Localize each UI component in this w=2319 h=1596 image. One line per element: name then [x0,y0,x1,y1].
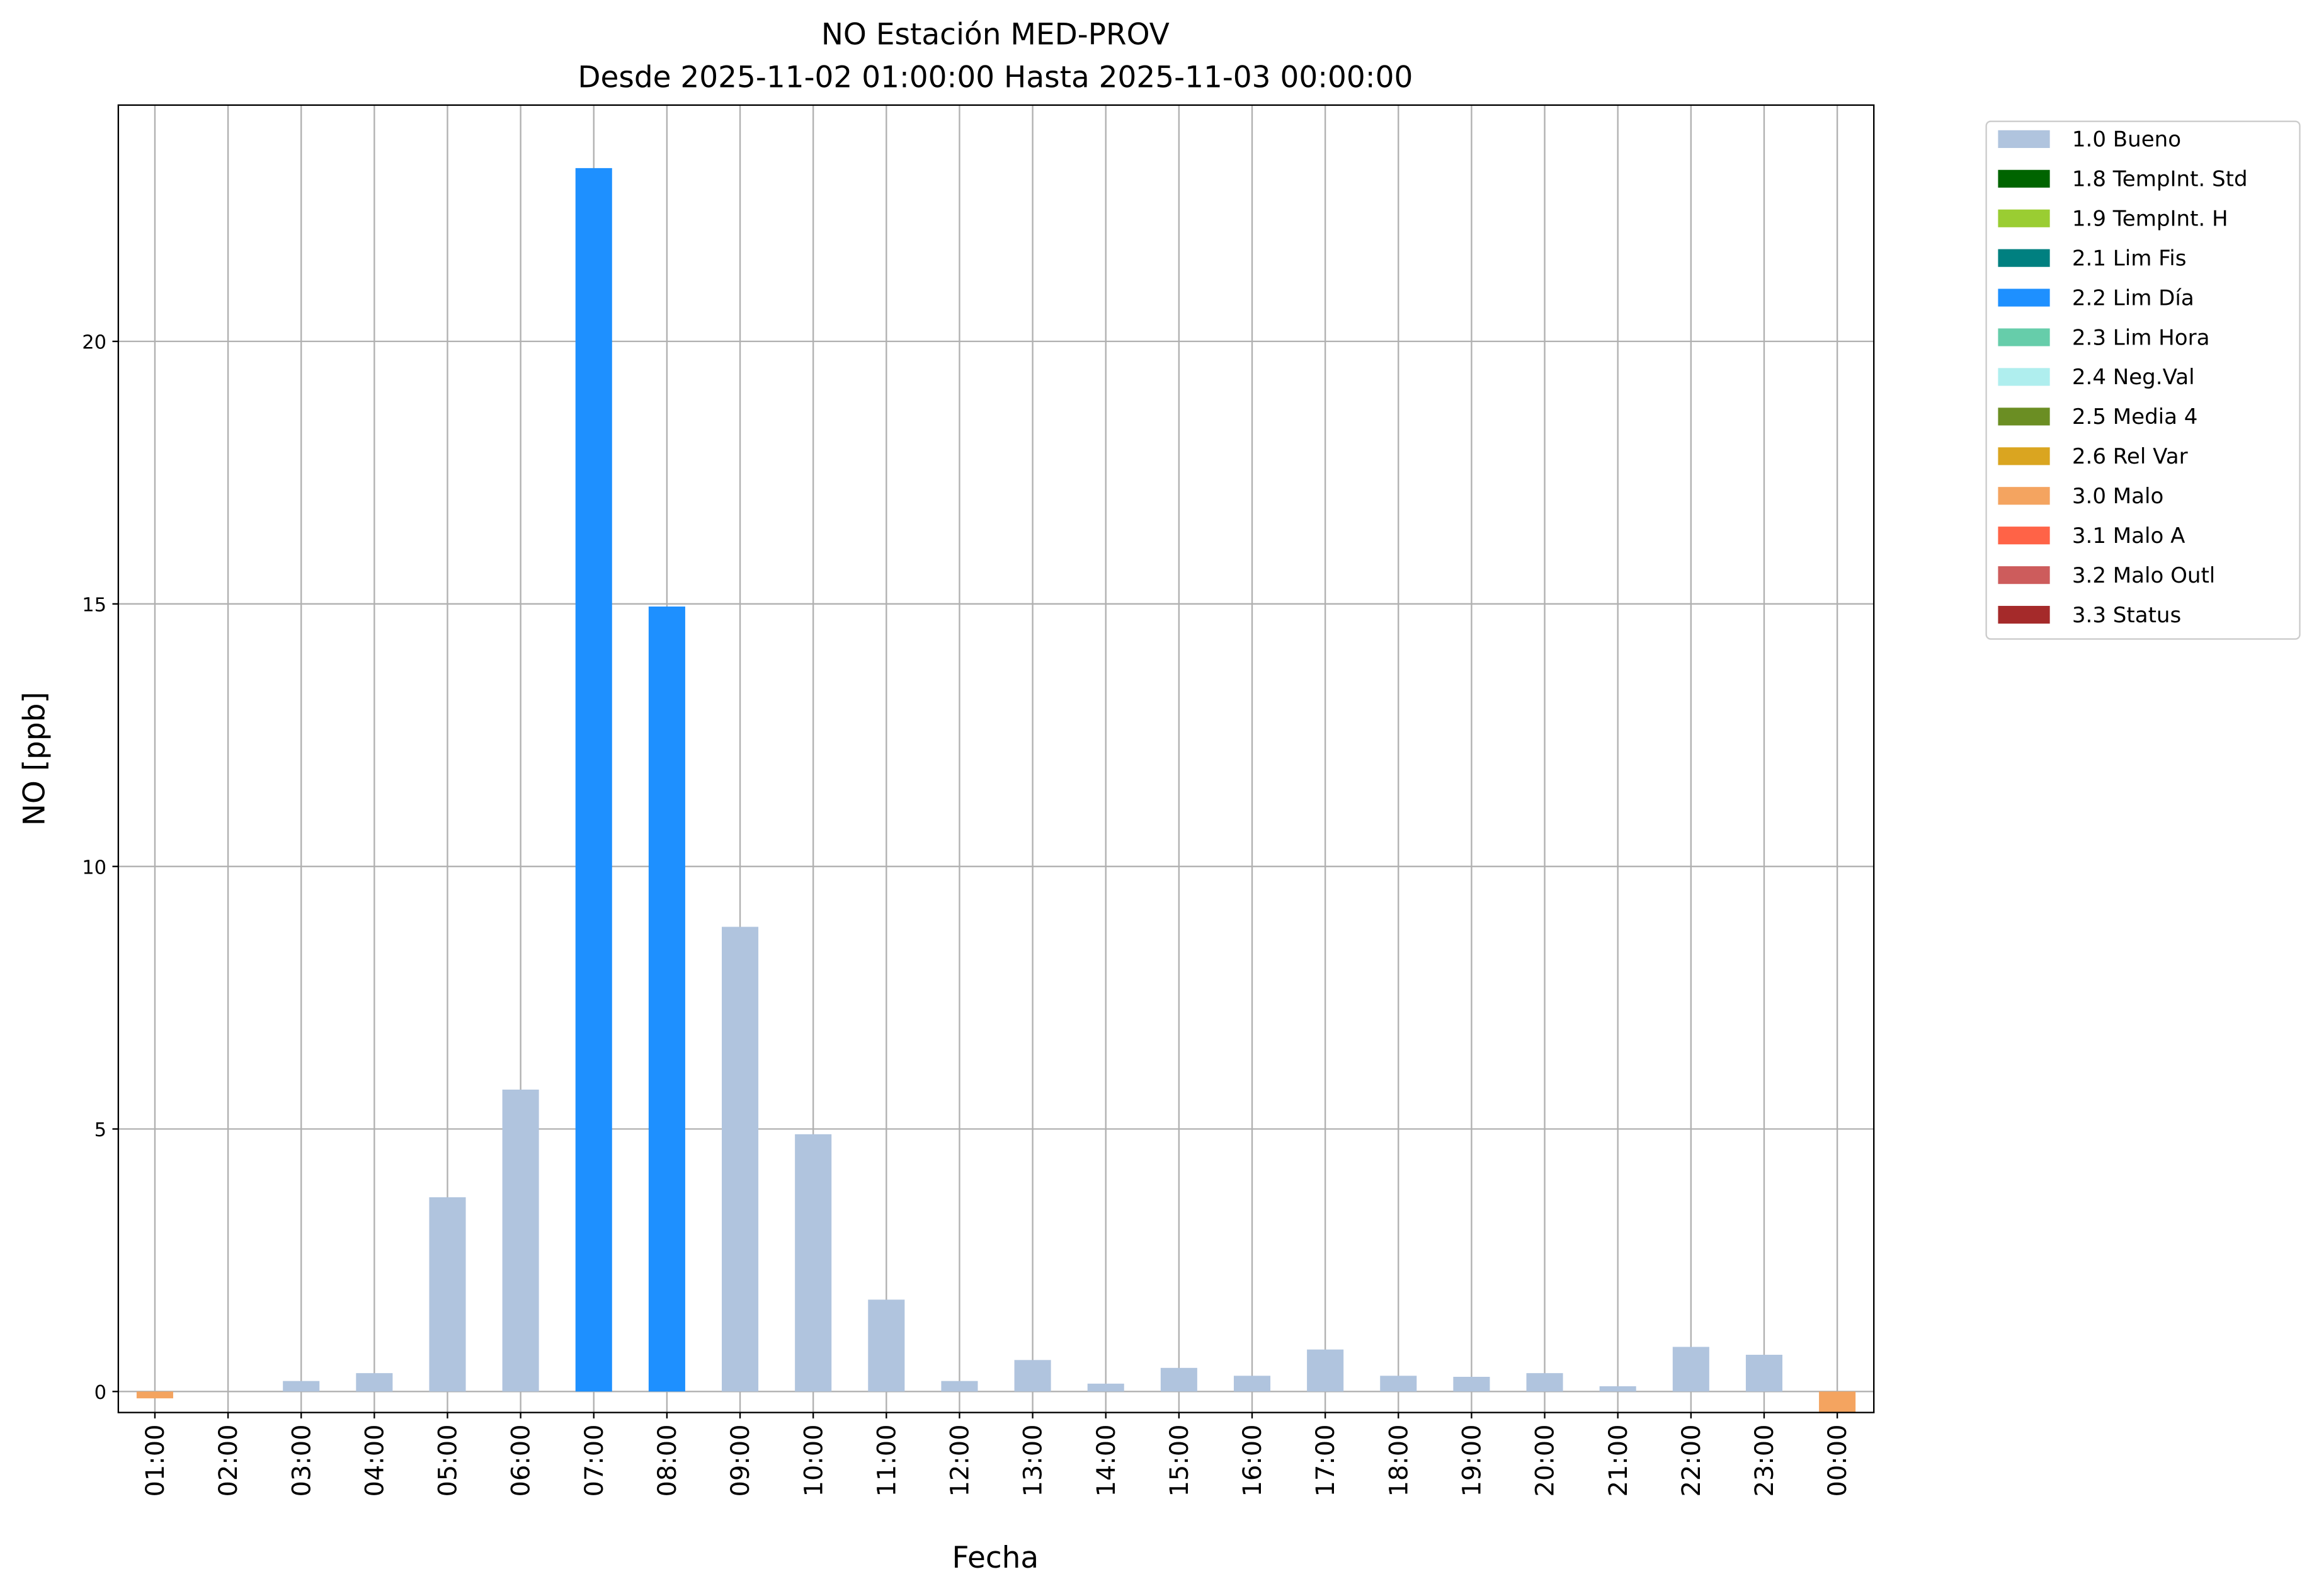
plot-frame [117,104,1875,1413]
x-tick-label: 17:00 [1311,1424,1340,1496]
legend-swatch [1998,487,2050,505]
chart-subtitle: Desde 2025-11-02 01:00:00 Hasta 2025-11-… [578,60,1413,95]
ticks: 0 5 10 15 20 01:00 02:00 03:00 04:00 05:00 06:00 07… [82,332,1852,1497]
x-tick-label: 02:00 [214,1424,243,1496]
x-tick-label: 06:00 [507,1424,536,1496]
legend-label: 3.0 Malo [2072,484,2163,509]
legend: 1.0 Bueno 1.8 TempInt. Std 1.9 TempInt. H 2… [1998,127,2248,628]
bar [1307,1349,1344,1392]
y-tick-label: 15 [82,595,106,617]
x-tick-label: 04:00 [360,1424,389,1496]
x-tick-label: 20:00 [1531,1424,1560,1496]
legend-swatch [1998,408,2050,426]
x-tick-label: 19:00 [1458,1424,1487,1496]
x-axis-label: Fecha [952,1541,1039,1575]
bar [1819,1391,1856,1413]
x-tick-label: 01:00 [141,1424,170,1496]
legend-label: 1.0 Bueno [2072,127,2181,152]
x-tick-label: 13:00 [1019,1424,1048,1496]
legend-swatch [1998,527,2050,545]
bar [1014,1360,1051,1392]
x-tick-label: 10:00 [799,1424,828,1496]
legend-label: 2.5 Media 4 [2072,404,2198,430]
bar [941,1381,978,1392]
legend-label: 2.4 Neg.Val [2072,365,2195,390]
x-tick-label: 23:00 [1750,1424,1779,1496]
bar [283,1381,320,1392]
bar [356,1373,393,1392]
legend-swatch [1998,130,2050,148]
legend-label: 2.6 Rel Var [2072,444,2188,469]
bar [722,926,759,1392]
bar [1087,1383,1124,1392]
bar [795,1134,832,1392]
x-tick-label: 07:00 [580,1424,609,1496]
x-tick-label: 09:00 [726,1424,755,1496]
x-tick-label: 15:00 [1165,1424,1194,1496]
y-tick-label: 10 [82,857,106,879]
y-tick-label: 20 [82,332,106,354]
legend-swatch [1998,328,2050,346]
legend-label: 3.3 Status [2072,603,2181,628]
legend-label: 1.9 TempInt. H [2072,206,2228,231]
y-tick-label: 5 [94,1119,106,1141]
x-tick-label: 03:00 [287,1424,316,1496]
x-tick-label: 18:00 [1384,1424,1413,1496]
legend-swatch [1998,249,2050,267]
bar [1380,1376,1417,1392]
legend-swatch [1998,368,2050,386]
bar [1672,1347,1709,1392]
x-tick-label: 08:00 [653,1424,682,1496]
y-tick-label: 0 [94,1382,106,1404]
x-tick-label: 11:00 [872,1424,901,1496]
bar [1453,1376,1490,1392]
legend-label: 2.1 Lim Fis [2072,246,2187,271]
y-axis-label: NO [ppb] [17,692,52,826]
bars [136,168,1856,1413]
bar [1233,1376,1271,1392]
legend-label: 2.2 Lim Día [2072,285,2194,311]
legend-swatch [1998,447,2050,465]
legend-swatch [1998,169,2050,188]
bar [1526,1373,1563,1392]
x-tick-label: 21:00 [1604,1424,1633,1496]
chart-title: NO Estación MED-PROV [821,18,1170,52]
x-tick-label: 05:00 [434,1424,463,1496]
bar [502,1089,539,1392]
legend-label: 1.8 TempInt. Std [2072,167,2248,192]
x-tick-label: 00:00 [1823,1424,1852,1496]
legend-box [1985,120,2301,640]
bar [648,607,685,1392]
legend-swatch [1998,209,2050,227]
legend-swatch [1998,605,2050,624]
legend-label: 3.1 Malo A [2072,523,2185,549]
x-tick-label: 16:00 [1238,1424,1267,1496]
x-tick-label: 14:00 [1092,1424,1121,1496]
bar [136,1391,173,1399]
bar [1599,1386,1636,1392]
x-tick-label: 12:00 [946,1424,975,1496]
bar [868,1299,905,1392]
legend-label: 2.3 Lim Hora [2072,325,2210,350]
bar [1745,1354,1783,1392]
bar [429,1197,466,1392]
bar [1160,1367,1197,1392]
legend-label: 3.2 Malo Outl [2072,563,2215,588]
bar [575,168,612,1392]
legend-swatch [1998,566,2050,584]
legend-swatch [1998,288,2050,307]
x-tick-label: 22:00 [1677,1424,1706,1496]
